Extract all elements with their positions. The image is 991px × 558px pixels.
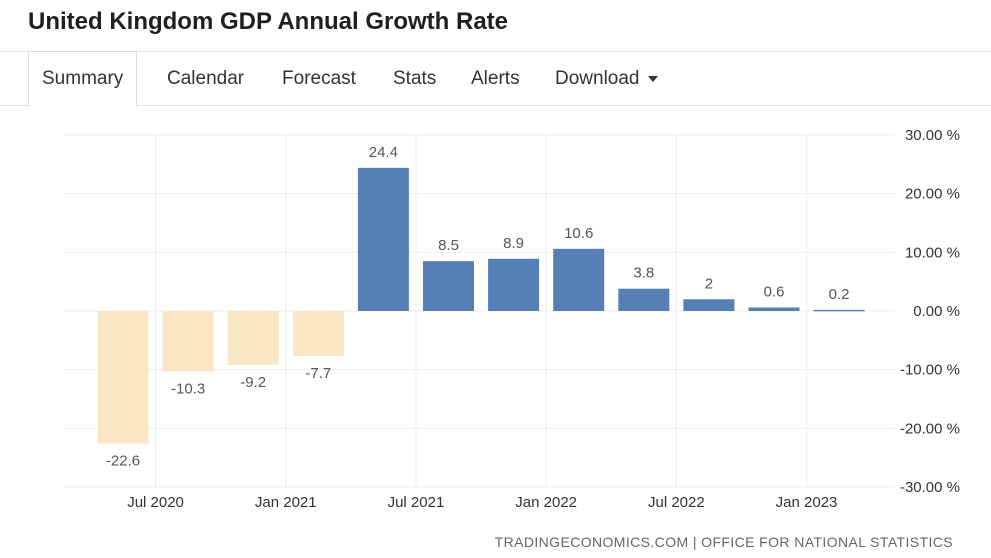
bar (227, 311, 279, 365)
bar-value-label: 3.8 (633, 265, 654, 282)
source-attribution: TRADINGECONOMICS.COM | OFFICE FOR NATION… (494, 534, 953, 550)
bar-value-label: -7.7 (305, 365, 331, 382)
bar (162, 311, 214, 372)
bar (683, 299, 735, 311)
x-tick-label: Jan 2023 (776, 494, 838, 511)
tab-forecast[interactable]: Forecast (282, 68, 356, 89)
x-tick-label: Jul 2020 (127, 494, 184, 511)
tab-bar: Summary Calendar Forecast Stats Alerts D… (0, 51, 991, 107)
tab-summary[interactable]: Summary (28, 51, 138, 107)
bar-value-label: 8.5 (438, 237, 459, 254)
y-tick-label: -30.00 % (900, 479, 960, 496)
bar (813, 309, 865, 312)
tab-download-label: Download (555, 68, 640, 89)
bar (553, 248, 605, 311)
bar-value-label: -9.2 (240, 374, 266, 391)
bar (748, 307, 800, 311)
x-tick-label: Jan 2021 (255, 494, 317, 511)
tab-stats[interactable]: Stats (393, 68, 437, 89)
bar (292, 311, 344, 357)
y-tick-label: 10.00 % (905, 244, 960, 261)
gdp-growth-bar-chart: 30.00 % 20.00 % 10.00 % 0.00 % -10.00 % -20.0… (64, 127, 960, 511)
bar-value-label: 0.6 (764, 283, 785, 300)
chart-panel: 30.00 % 20.00 % 10.00 % 0.00 % -10.00 % -20.0… (28, 106, 991, 558)
y-tick-label: -20.00 % (900, 420, 960, 437)
bar (488, 258, 540, 311)
page-title: United Kingdom GDP Annual Growth Rate (28, 8, 508, 35)
bar-value-label: -10.3 (171, 380, 205, 397)
tab-download[interactable]: Download (555, 52, 658, 106)
bar-value-label: 8.9 (503, 235, 524, 252)
bar (618, 288, 670, 311)
bar (357, 167, 409, 311)
x-tick-label: Jan 2022 (515, 494, 577, 511)
tab-alerts[interactable]: Alerts (471, 68, 520, 89)
y-tick-label: 0.00 % (913, 303, 960, 320)
x-tick-label: Jul 2022 (648, 494, 705, 511)
x-tick-label: Jul 2021 (388, 494, 445, 511)
y-tick-label: 20.00 % (905, 186, 960, 203)
bar-value-label: 2 (705, 275, 713, 292)
bar-value-label: 10.6 (564, 225, 593, 242)
tab-calendar[interactable]: Calendar (167, 68, 245, 89)
bar (423, 261, 474, 311)
y-tick-label: 30.00 % (905, 127, 960, 144)
bar-value-label: 0.2 (829, 286, 850, 303)
bar (97, 311, 149, 444)
bar-value-label: -22.6 (106, 453, 140, 470)
caret-down-icon (647, 75, 658, 82)
bar-value-label: 24.4 (369, 144, 398, 161)
y-tick-label: -10.00 % (900, 362, 960, 379)
